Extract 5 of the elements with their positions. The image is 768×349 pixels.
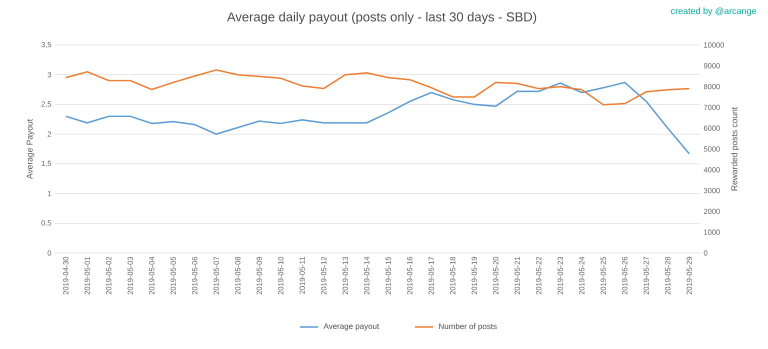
y-axis-title: Average Payout <box>26 119 34 180</box>
y2-axis-title: Rewarded posts count <box>731 106 740 190</box>
text: created by @arcange <box>670 8 756 16</box>
line-series <box>65 69 690 106</box>
chart-title: Average daily payout (posts only - last 30 days - SBD) <box>227 12 536 24</box>
